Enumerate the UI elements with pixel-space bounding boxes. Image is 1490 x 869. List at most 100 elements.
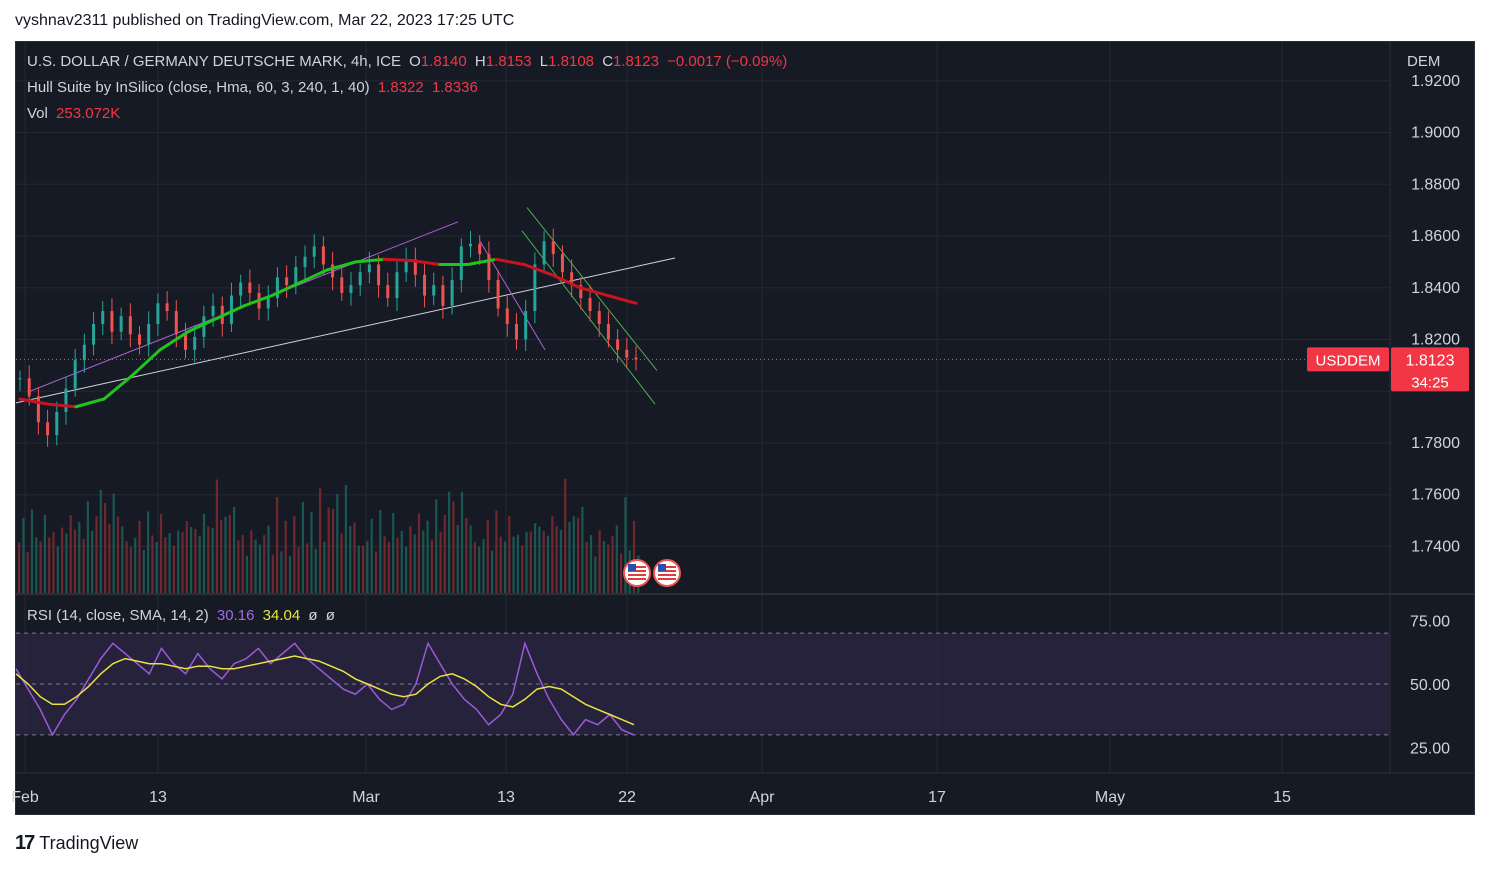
open-value: 1.8140 [420, 53, 467, 70]
volume-bar [551, 516, 554, 593]
volume-bar [508, 515, 511, 593]
volume-value: 253.072K [56, 105, 121, 122]
volume-bar [568, 522, 571, 593]
channel-upper-line [526, 207, 658, 371]
rsi-label[interactable]: RSI (14, close, SMA, 14, 2) [27, 607, 209, 624]
flag-stripe [658, 574, 676, 576]
volume-bar [237, 540, 240, 593]
flag-stripe [628, 566, 646, 568]
volume-bar [228, 515, 231, 593]
volume-bar [327, 507, 330, 593]
volume-label[interactable]: Vol [27, 105, 48, 122]
volume-bar [538, 526, 541, 593]
volume-bar [525, 532, 528, 593]
low-value: 1.8108 [548, 53, 595, 70]
price-tick-label: 1.8800 [1411, 176, 1460, 193]
candle-body [560, 254, 564, 273]
volume-bar [448, 491, 451, 593]
hull-ma-segment [494, 257, 526, 266]
price-tick-label: 1.7400 [1411, 538, 1460, 555]
volume-bar [611, 535, 614, 593]
hull-ma-segment [354, 257, 386, 264]
volume-bar [125, 541, 128, 593]
us-event-flag-icon [653, 559, 681, 587]
candle-body [82, 344, 86, 361]
volume-bar [482, 538, 485, 593]
hull-ma-segment [186, 317, 218, 334]
candle-body [469, 243, 473, 247]
volume-bar [615, 525, 618, 593]
volume-bar [456, 525, 459, 593]
candle-body [570, 272, 574, 286]
candle-body [202, 316, 206, 337]
high-label: H [474, 53, 486, 70]
rsi-value: 30.16 [216, 607, 255, 624]
volume-bar [181, 531, 184, 593]
candle-body [441, 285, 445, 306]
time-tick-label: Apr [750, 789, 776, 806]
volume-bar [452, 501, 455, 593]
symbol-title[interactable]: U.S. DOLLAR / GERMANY DEUTSCHE MARK, 4h,… [27, 53, 401, 70]
volume-bar [336, 493, 339, 593]
volume-bar [405, 546, 408, 593]
time-tick-label: May [1095, 789, 1125, 806]
volume-bar [443, 514, 446, 593]
volume-bar [620, 553, 623, 593]
candle-body [165, 303, 169, 312]
candle-body [27, 378, 31, 397]
volume-bar [473, 542, 476, 593]
volume-bar [577, 517, 580, 593]
volume-bar [284, 520, 287, 593]
rsi-tick-label: 75.00 [1410, 613, 1450, 630]
time-tick-label: Feb [11, 789, 39, 806]
volume-bar [82, 538, 85, 593]
volume-bar [108, 523, 111, 593]
volume-bar [362, 545, 365, 593]
countdown-label: 34:25 [1411, 374, 1449, 391]
volume-bar [172, 545, 175, 593]
hull-label[interactable]: Hull Suite by InSilico (close, Hma, 60, … [27, 79, 370, 96]
candle-body [404, 259, 408, 273]
time-tick-label: 13 [497, 789, 515, 806]
volume-bar [409, 526, 412, 593]
volume-bar [142, 549, 145, 593]
volume-bar [542, 530, 545, 593]
close-value: 1.8123 [613, 53, 659, 70]
support-trendline [15, 257, 676, 404]
volume-bar [589, 535, 593, 593]
volume-bar [30, 509, 34, 593]
rsi-line [15, 640, 635, 737]
candle-body [183, 334, 187, 350]
volume-bar [439, 531, 442, 593]
volume-bar [43, 514, 46, 593]
candle-body [450, 279, 454, 306]
candle-body [524, 311, 528, 340]
footer-brand[interactable]: 17 TradingView [15, 832, 138, 855]
candle-body [303, 256, 307, 268]
tradingview-logo-icon: 17 [15, 832, 35, 854]
hull-ma-segment [382, 257, 414, 263]
volume-bar [267, 525, 270, 593]
hull-ma-segment [298, 268, 330, 285]
volume-bar [56, 546, 59, 593]
volume-bar [215, 479, 218, 593]
volume-bar [207, 526, 210, 593]
hull-value-1: 1.8322 [377, 79, 424, 96]
candle-body [294, 267, 298, 286]
candle-body [478, 243, 482, 255]
price-tick-label: 1.9000 [1411, 125, 1460, 142]
volume-bar [331, 508, 335, 593]
rsi-legend: RSI (14, close, SMA, 14, 2) 30.16 34.04 … [27, 607, 339, 624]
volume-bar [250, 530, 253, 593]
price-tag-bg [1391, 347, 1469, 392]
volume-bar [379, 510, 382, 593]
candle-body [634, 357, 638, 360]
candle-body [340, 277, 344, 293]
volume-bar [512, 536, 515, 593]
hull-ma-segment [242, 294, 274, 308]
volume-bar [383, 536, 386, 593]
volume-bar [104, 503, 107, 593]
volume-bar [366, 541, 369, 593]
volume-bar [499, 536, 502, 593]
